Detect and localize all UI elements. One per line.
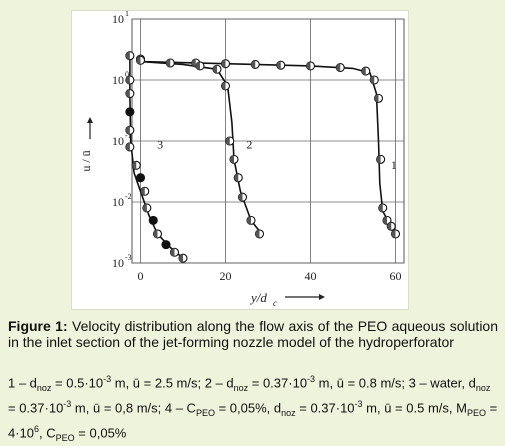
x-tick-label: 20: [220, 269, 232, 283]
series-marker-half-3: [132, 161, 137, 170]
series-marker-half-2: [234, 173, 239, 182]
series-marker-half-3: [125, 142, 130, 151]
series-marker-half-3: [125, 51, 130, 60]
series-marker-3: [135, 173, 146, 183]
series-marker-half-1: [306, 61, 311, 70]
series-marker-half-3: [142, 203, 147, 212]
y-tick-label: 10: [112, 195, 124, 209]
x-tick-label: 60: [390, 269, 402, 283]
y-axis-arrowhead: [87, 117, 93, 123]
legend-3a: = 0.37·10: [8, 400, 64, 416]
x-tick-label: 0: [138, 269, 144, 283]
series-marker-half-3: [125, 126, 130, 135]
legend-4d: = 4·10: [8, 400, 498, 441]
legend-sub: PEO: [466, 407, 486, 418]
series-marker-half-1: [391, 229, 396, 238]
y-tick-label: 10: [112, 256, 124, 270]
series-marker-half-1: [336, 63, 341, 72]
legend-sup: -3: [354, 398, 363, 409]
series-marker-half-1: [383, 216, 387, 225]
figure-caption: Figure 1: Velocity distribution along th…: [8, 318, 498, 350]
series-marker-half-1: [276, 61, 281, 70]
y-tick-exponent: -1: [125, 131, 132, 140]
y-tick-label: 10: [112, 12, 124, 26]
series-marker-half-2: [166, 58, 171, 67]
caption-label: Figure 1:: [8, 318, 68, 334]
series-marker-half-3: [153, 229, 158, 238]
series-marker-3: [125, 107, 135, 117]
series-marker-3: [161, 240, 171, 250]
legend-3b: m, ū = 0,8 m/s; 4 – C: [71, 400, 196, 416]
x-axis-arrowhead: [319, 294, 325, 300]
legend-2a: = 0.37·10: [248, 375, 308, 391]
x-tick-label: 40: [305, 269, 317, 283]
series-marker-half-3: [179, 254, 183, 263]
series-marker-half-1: [387, 222, 392, 231]
legend-1c: m, ū = 2.5 m/s; 2 – d: [111, 375, 234, 391]
series-marker-half-2: [225, 137, 230, 145]
legend-sub: noz: [281, 407, 296, 418]
legend-4e: , C: [39, 425, 56, 441]
y-tick-exponent: -3: [125, 253, 132, 262]
series-marker-3: [148, 215, 158, 225]
y-tick-label: 10: [112, 73, 124, 87]
series-marker-half-2: [238, 193, 243, 202]
caption-text: Velocity distribution along the flow axi…: [8, 318, 499, 350]
series-marker-half-3: [140, 187, 145, 196]
legend-sup: 6: [34, 423, 40, 434]
series-label-1: 1: [391, 158, 397, 172]
series-marker-half-3: [125, 89, 130, 98]
series-marker-half-2: [196, 61, 200, 70]
legend-sup: -3: [63, 398, 72, 409]
series-marker-half-2: [230, 155, 234, 164]
legend-sub: PEO: [195, 407, 215, 418]
series-label-3: 3: [157, 138, 163, 152]
series-marker-half-2: [221, 81, 226, 90]
series-marker-half-3: [125, 76, 130, 84]
series-marker-half-1: [370, 76, 375, 84]
legend-4f: = 0,05%: [74, 425, 127, 441]
series-marker-half-1: [221, 59, 226, 68]
series-marker-half-1: [376, 155, 381, 164]
series-marker-half-3: [170, 248, 175, 257]
caption-legend: 1 – dnoz = 0.5·10-3 m, ū = 2.5 m/s; 2 – …: [8, 371, 498, 446]
legend-sup: -3: [103, 374, 112, 384]
x-axis-label: y/d: [249, 290, 267, 305]
y-tick-exponent: -2: [125, 192, 132, 201]
series-marker-half-1: [374, 94, 379, 103]
y-tick-label: 10: [112, 134, 124, 148]
series-marker-half-1: [378, 203, 383, 212]
y-tick-exponent: 1: [125, 11, 129, 18]
legend-1a: 1 – d: [8, 375, 37, 391]
legend-sub: PEO: [55, 432, 75, 443]
legend-1b: = 0.5·10: [51, 375, 104, 391]
series-label-2: 2: [246, 138, 252, 152]
legend-sub: noz: [475, 382, 491, 393]
legend-4a: = 0,05%, d: [214, 400, 282, 416]
series-marker-half-2: [136, 56, 141, 65]
series-marker-half-2: [213, 65, 217, 74]
y-tick-exponent: 0: [125, 70, 129, 79]
legend-2b: m, ū = 0.8 m/s; 3 – water, d: [315, 375, 476, 391]
y-axis-label: u / ū: [79, 150, 93, 171]
legend-4c: m, ū = 0.5 m/s, M: [362, 400, 467, 416]
legend-sub: noz: [36, 382, 52, 393]
legend-sub: noz: [233, 382, 249, 393]
series-marker-half-1: [191, 58, 196, 67]
x-axis-label-sub: c: [273, 298, 277, 308]
series-marker-half-1: [251, 60, 256, 69]
series-marker-half-2: [255, 229, 260, 238]
legend-4b: = 0.37·10: [295, 400, 355, 416]
series-marker-half-2: [247, 216, 251, 225]
legend-sup: -3: [307, 374, 316, 384]
series-marker-half-1: [361, 67, 366, 76]
